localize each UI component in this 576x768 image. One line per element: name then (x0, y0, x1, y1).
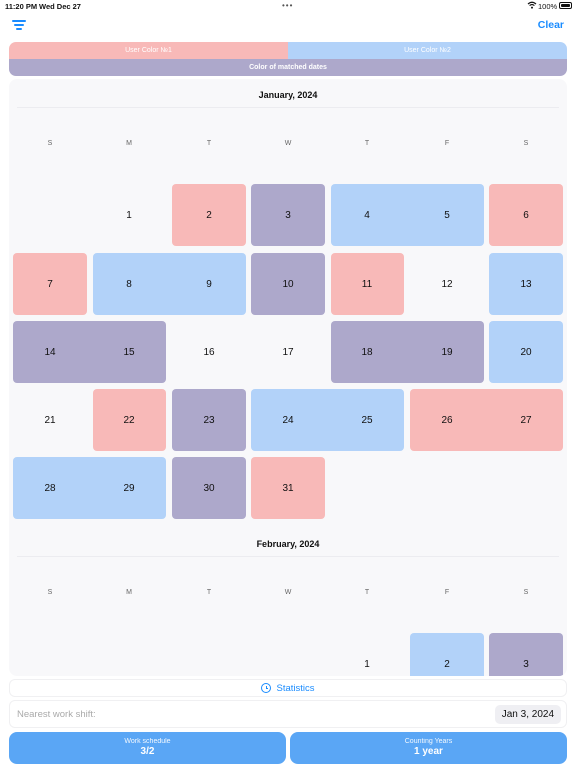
shift-highlight-user-1 (93, 389, 166, 451)
day-cell[interactable]: 6 (523, 209, 529, 221)
counting-years-button[interactable]: Counting Years 1 year (290, 732, 567, 764)
status-bar: 11:20 PM Wed Dec 27 ••• 100% (0, 0, 576, 12)
shift-highlight-matched (251, 253, 325, 315)
shift-highlight-user-1 (489, 184, 563, 246)
work-schedule-title: Work schedule (124, 738, 171, 745)
day-cell[interactable]: 11 (361, 278, 373, 290)
day-cell[interactable]: 26 (441, 414, 453, 426)
weekday-label: M (126, 589, 132, 596)
day-cell[interactable]: 18 (361, 346, 373, 358)
shift-highlight-user-2 (93, 253, 246, 315)
day-cell[interactable]: 17 (282, 346, 294, 358)
multitasking-dots[interactable]: ••• (282, 1, 294, 10)
shift-highlight-user-1 (410, 389, 563, 451)
counting-years-value: 1 year (414, 746, 443, 757)
day-cell[interactable]: 15 (123, 346, 135, 358)
shift-highlight-user-2 (489, 321, 563, 383)
day-cell[interactable]: 28 (44, 482, 56, 494)
weekday-label: F (444, 589, 450, 596)
shift-highlight-user-2 (489, 253, 563, 315)
clear-button[interactable]: Clear (537, 19, 564, 31)
shift-highlight-matched (13, 321, 166, 383)
day-cell[interactable]: 8 (126, 278, 132, 290)
day-cell[interactable]: 22 (123, 414, 135, 426)
day-cell[interactable]: 3 (285, 209, 291, 221)
day-cell[interactable]: 1 (126, 209, 132, 221)
shift-highlight-matched (251, 184, 325, 246)
weekday-label: W (284, 589, 292, 596)
clock-icon (261, 683, 272, 693)
weekday-label: M (126, 140, 132, 147)
nearest-shift-label: Nearest work shift: (17, 709, 96, 720)
shift-highlight-user-1 (331, 253, 404, 315)
day-cell[interactable]: 2 (444, 658, 450, 670)
work-schedule-button[interactable]: Work schedule 3/2 (9, 732, 286, 764)
day-cell[interactable]: 24 (282, 414, 294, 426)
filter-lines-icon[interactable] (12, 19, 26, 31)
weekday-label: S (523, 140, 529, 147)
calendar-scroll-view[interactable]: January, 2024 S M T W T F S 1 2 3 4 5 6 7 8 9 10 11 12 13 14 1… (9, 79, 567, 676)
weekday-label: F (444, 140, 450, 147)
day-cell[interactable]: 12 (441, 278, 453, 290)
day-cell[interactable]: 27 (520, 414, 532, 426)
shift-highlight-matched (172, 457, 246, 519)
day-cell[interactable]: 4 (364, 209, 370, 221)
day-cell[interactable]: 3 (523, 658, 529, 670)
day-cell[interactable]: 16 (203, 346, 215, 358)
nearest-shift-row: Nearest work shift: Jan 3, 2024 (9, 700, 567, 728)
user-color-1-legend[interactable]: User Color №1 (9, 42, 288, 59)
user-color-2-legend[interactable]: User Color №2 (288, 42, 567, 59)
day-cell[interactable]: 19 (441, 346, 453, 358)
day-cell[interactable]: 2 (206, 209, 212, 221)
statistics-label: Statistics (276, 682, 315, 694)
color-legend: User Color №1 User Color №2 Color of mat… (9, 42, 567, 76)
weekday-label: S (47, 589, 53, 596)
battery-percent: 100% (538, 2, 558, 11)
shift-highlight-user-2 (331, 184, 484, 246)
matched-dates-legend[interactable]: Color of matched dates (9, 59, 567, 76)
day-cell[interactable]: 1 (364, 658, 370, 670)
weekday-label: S (47, 140, 53, 147)
status-date: Wed Dec 27 (39, 2, 81, 11)
shift-highlight-matched (489, 633, 563, 676)
weekday-label: T (364, 589, 370, 596)
day-cell[interactable]: 7 (47, 278, 53, 290)
weekday-label: T (364, 140, 370, 147)
shift-highlight-user-1 (251, 457, 325, 519)
day-cell[interactable]: 29 (123, 482, 135, 494)
wifi-icon (527, 1, 537, 11)
weekday-label: W (284, 140, 292, 147)
month-divider (17, 107, 559, 108)
day-cell[interactable]: 10 (282, 278, 294, 290)
shift-highlight-user-2 (251, 389, 404, 451)
day-cell[interactable]: 5 (444, 209, 450, 221)
nearest-shift-date[interactable]: Jan 3, 2024 (494, 705, 561, 724)
month-title: January, 2024 (258, 90, 318, 100)
weekday-label: T (206, 589, 212, 596)
month-divider (17, 556, 559, 557)
day-cell[interactable]: 20 (520, 346, 532, 358)
day-cell[interactable]: 13 (520, 278, 532, 290)
month-title: February, 2024 (256, 539, 320, 549)
weekday-label: S (523, 589, 529, 596)
day-cell[interactable]: 9 (206, 278, 212, 290)
statistics-button[interactable]: Statistics (9, 679, 567, 697)
day-cell[interactable]: 21 (44, 414, 56, 426)
day-cell[interactable]: 30 (203, 482, 215, 494)
battery-icon (559, 2, 572, 9)
status-time: 11:20 PM (5, 2, 38, 11)
day-cell[interactable]: 25 (361, 414, 373, 426)
shift-highlight-user-2 (410, 633, 484, 676)
day-cell[interactable]: 14 (44, 346, 56, 358)
shift-highlight-user-1 (13, 253, 87, 315)
day-cell[interactable]: 23 (203, 414, 215, 426)
shift-highlight-user-1 (172, 184, 246, 246)
counting-years-title: Counting Years (404, 738, 453, 745)
shift-highlight-user-2 (13, 457, 166, 519)
shift-highlight-matched (172, 389, 246, 451)
work-schedule-value: 3/2 (140, 746, 155, 757)
shift-highlight-matched (331, 321, 484, 383)
day-cell[interactable]: 31 (282, 482, 294, 494)
weekday-label: T (206, 140, 212, 147)
